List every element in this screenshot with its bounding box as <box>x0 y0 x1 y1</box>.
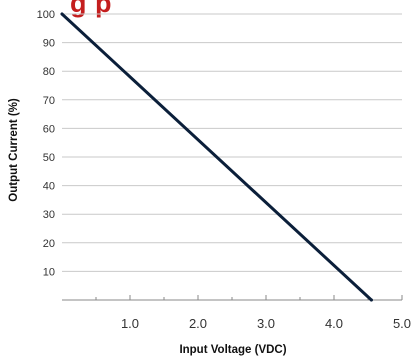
x-axis-title: Input Voltage (VDC) <box>179 344 286 356</box>
x-tick-label-2: 2.0 <box>189 316 207 331</box>
x-tick-label-5: 5.0 <box>393 316 411 331</box>
y-tick-label-60: 60 <box>43 123 55 135</box>
y-axis-title: Output Current (%) <box>8 98 20 202</box>
series-line-0 <box>60 12 373 302</box>
y-tick-label-90: 90 <box>43 38 55 50</box>
y-tick-label-70: 70 <box>43 95 55 107</box>
y-tick-label-80: 80 <box>43 66 55 78</box>
y-tick-label-40: 40 <box>43 181 55 193</box>
y-tick-label-50: 50 <box>43 152 55 164</box>
x-tick-label-4: 4.0 <box>325 316 343 331</box>
y-tick-label-100: 100 <box>37 9 55 21</box>
x-tick-label-1: 1.0 <box>121 316 139 331</box>
tick-labels: 10 20 30 40 50 60 70 80 90 100 1.0 2.0 3.0 4.0 5.0 <box>37 9 411 331</box>
series-point-0-1 <box>369 298 373 302</box>
x-tick-label-3: 3.0 <box>257 316 275 331</box>
axes <box>62 295 403 301</box>
y-tick-label-10: 10 <box>43 266 55 278</box>
y-tick-label-20: 20 <box>43 238 55 250</box>
series-point-0-0 <box>60 12 64 16</box>
grid-lines <box>62 13 402 272</box>
y-tick-label-30: 30 <box>43 209 55 221</box>
series-layer <box>60 12 373 302</box>
